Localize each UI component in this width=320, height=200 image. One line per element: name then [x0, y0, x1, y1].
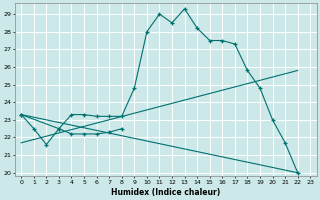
X-axis label: Humidex (Indice chaleur): Humidex (Indice chaleur)	[111, 188, 220, 197]
